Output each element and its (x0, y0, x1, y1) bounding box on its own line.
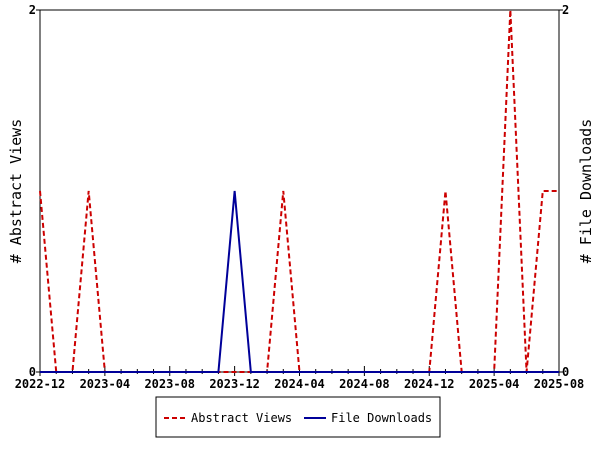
x-tick-label-2023-04: 2023-04 (80, 377, 131, 391)
plot-area (39, 9, 560, 373)
legend-box (155, 396, 441, 438)
legend-label-abstract-views: Abstract Views (191, 411, 292, 425)
x-tick-label-2024-04: 2024-04 (274, 377, 325, 391)
x-tick-label-2025-08: 2025-08 (534, 377, 585, 391)
legend-label-file-downloads: File Downloads (331, 411, 432, 425)
y-left-tick-label-0: 0 (29, 365, 36, 379)
y-left-tick-label-2: 2 (29, 3, 36, 17)
y-right-tick-label-0: 0 (562, 365, 569, 379)
series-layer (39, 9, 559, 373)
x-tick-label-2024-08: 2024-08 (339, 377, 390, 391)
y-axis-right-title: # File Downloads (577, 119, 595, 264)
y-axis-left-title: # Abstract Views (7, 119, 25, 264)
x-tick-label-2023-08: 2023-08 (144, 377, 195, 391)
x-tick-label-2022-12: 2022-12 (15, 377, 66, 391)
x-tick-label-2023-12: 2023-12 (209, 377, 260, 391)
x-tick-label-2024-12: 2024-12 (404, 377, 455, 391)
x-axis-ticks: 2022-12 2023-04 2023-08 2023-12 2024-04 2024-… (15, 366, 585, 391)
legend: Abstract Views File Downloads (155, 396, 441, 438)
series-line-file-downloads (40, 190, 559, 373)
y-right-tick-label-2: 2 (562, 3, 569, 17)
x-tick-label-2025-04: 2025-04 (469, 377, 520, 391)
